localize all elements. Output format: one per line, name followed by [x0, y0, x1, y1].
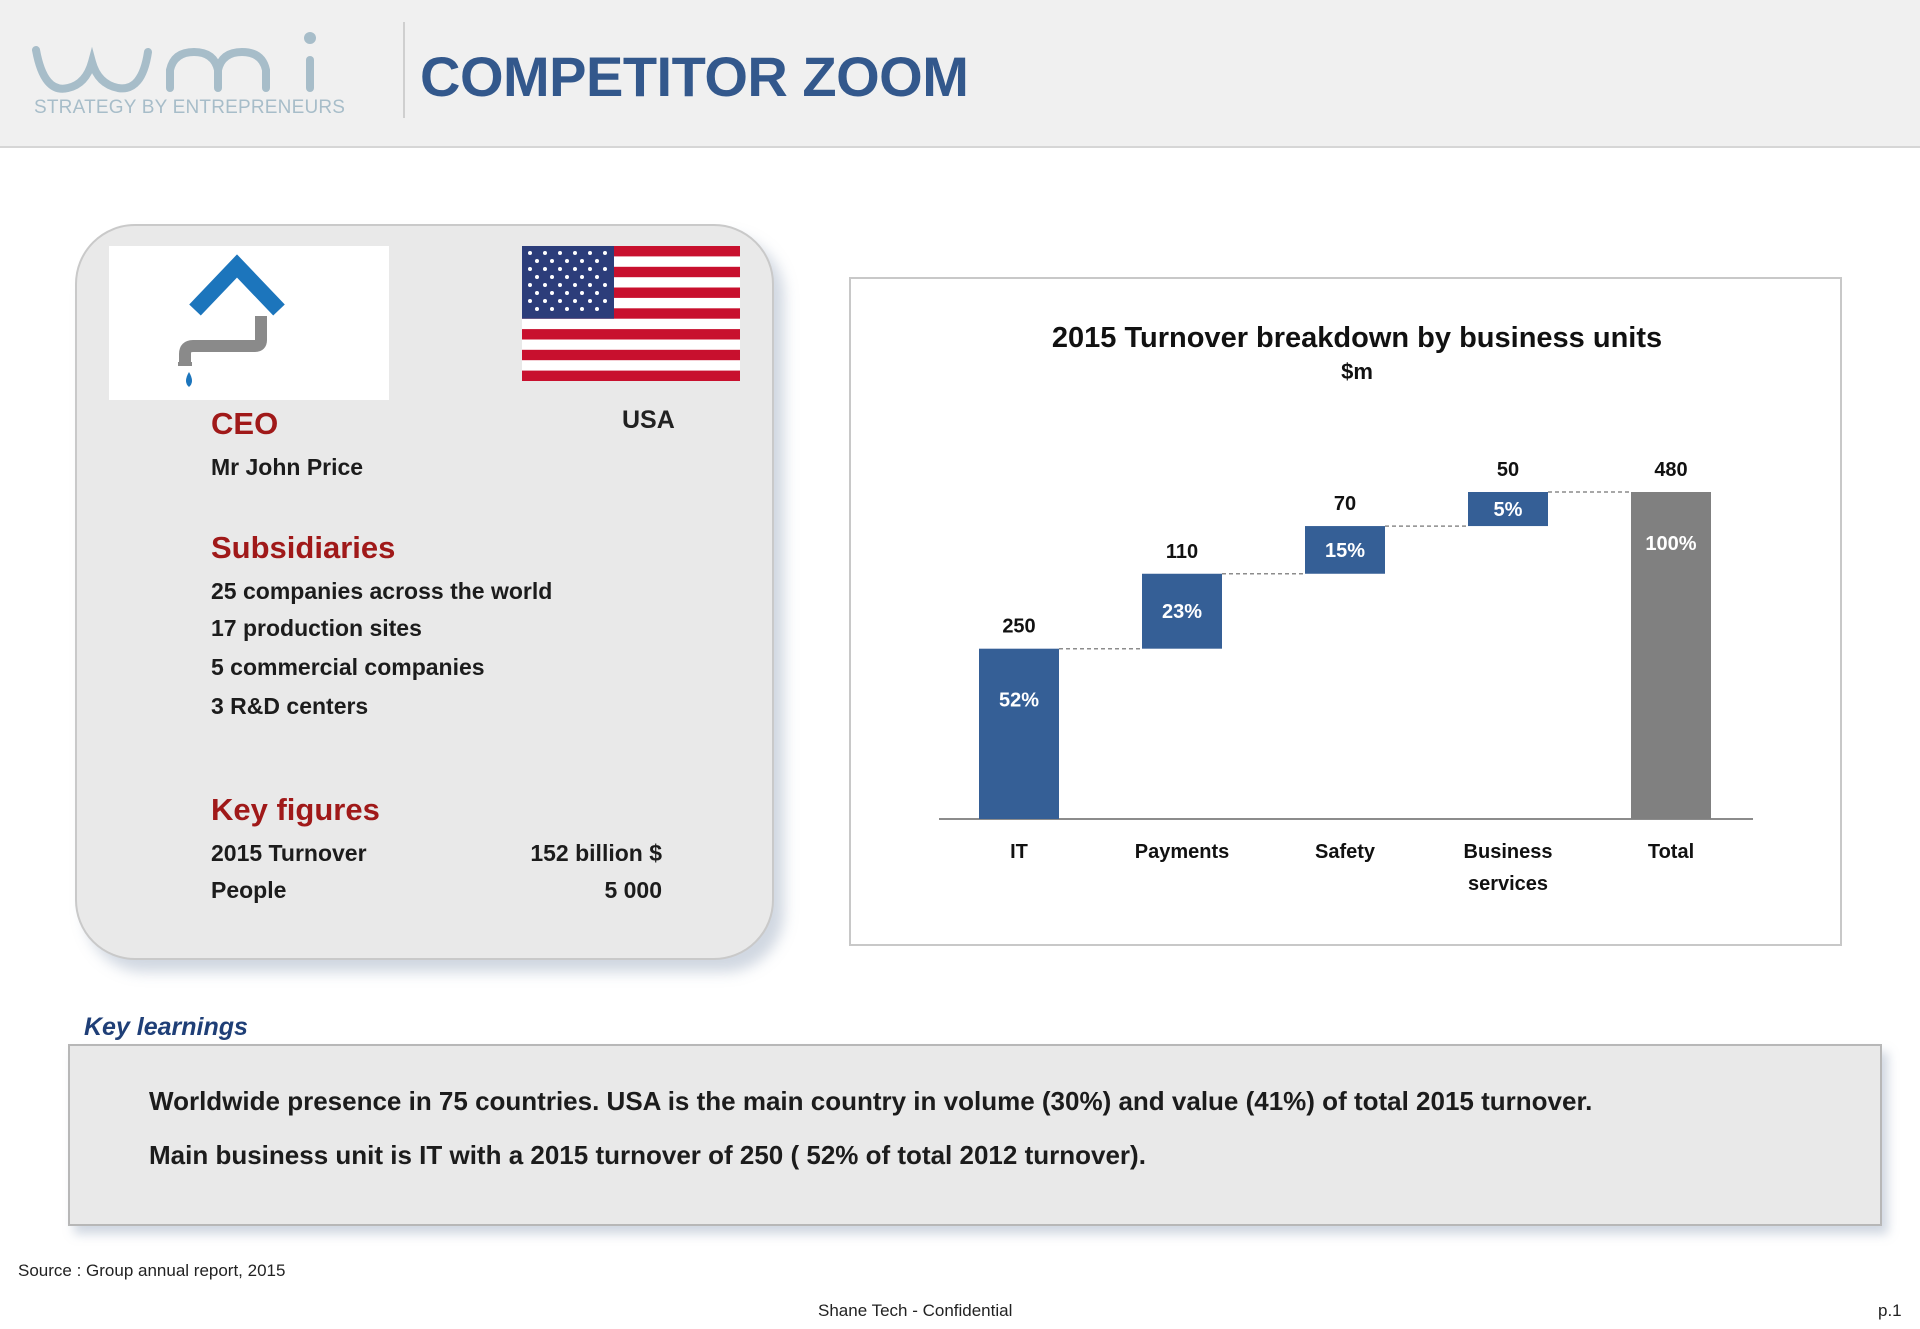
chart-title: 2015 Turnover breakdown by business unit…: [1052, 322, 1662, 354]
slide-header: STRATEGY BY ENTREPRENEURS COMPETITOR ZOO…: [0, 0, 1920, 148]
country-label: USA: [622, 406, 675, 434]
percent-label: 23%: [1162, 601, 1202, 623]
wmi-logo: [30, 22, 330, 122]
logo-tagline: STRATEGY BY ENTREPRENEURS: [34, 97, 346, 118]
ceo-heading: CEO: [211, 406, 279, 441]
header-divider: [403, 22, 405, 118]
category-label: IT: [1010, 841, 1028, 863]
page-number: p.1: [1878, 1301, 1902, 1320]
key-learning-item: Worldwide presence in 75 countries. USA …: [149, 1086, 1593, 1116]
bar: [1142, 573, 1222, 649]
percent-label: 5%: [1494, 499, 1523, 521]
value-label: 250: [1002, 616, 1035, 638]
subsidiary-item: 17 production sites: [211, 615, 422, 641]
category-label: Safety: [1315, 841, 1376, 863]
percent-label: 100%: [1645, 533, 1696, 555]
source-note: Source : Group annual report, 2015: [18, 1261, 286, 1280]
page-title: COMPETITOR ZOOM: [420, 45, 969, 108]
key-figure-value: 5 000: [604, 877, 662, 903]
subsidiary-item: 3 R&D centers: [211, 693, 369, 719]
bar: [979, 648, 1059, 819]
house-faucet-icon: [178, 254, 285, 387]
wmi-logo-mark: [32, 32, 316, 93]
category-label: services: [1468, 873, 1548, 895]
subsidiaries-heading: Subsidiaries: [211, 530, 396, 565]
key-learnings-heading: Key learnings: [84, 1013, 248, 1041]
bar: [1631, 492, 1711, 819]
value-label: 50: [1497, 459, 1519, 481]
value-label: 480: [1654, 459, 1687, 481]
company-profile-card: USA CEO Mr John Price Subsidiaries 25 co…: [75, 224, 774, 960]
key-learning-item: Main business unit is IT with a 2015 tur…: [149, 1140, 1146, 1170]
key-figure-value: 152 billion $: [530, 840, 662, 866]
key-figures-heading: Key figures: [211, 792, 380, 827]
bar: [1468, 492, 1548, 527]
key-learnings-box: Worldwide presence in 75 countries. USA …: [68, 1044, 1882, 1226]
category-label: Total: [1648, 841, 1694, 863]
value-label: 110: [1166, 541, 1198, 563]
waterfall-chart-svg: 2015 Turnover breakdown by business unit…: [939, 322, 1753, 895]
usa-flag-icon: [522, 246, 740, 381]
percent-label: 52%: [999, 690, 1039, 712]
value-label: 70: [1334, 493, 1356, 515]
confidential-footer: Shane Tech - Confidential: [818, 1301, 1013, 1320]
company-logo: [109, 246, 389, 400]
turnover-chart: 2015 Turnover breakdown by business unit…: [849, 277, 1842, 946]
subsidiary-item: 5 commercial companies: [211, 654, 485, 680]
subsidiary-item: 25 companies across the world: [211, 578, 553, 604]
chart-subtitle: $m: [1341, 359, 1373, 384]
key-figure-label: 2015 Turnover: [211, 840, 367, 866]
key-figure-label: People: [211, 877, 287, 903]
percent-label: 15%: [1325, 540, 1365, 562]
category-label: Payments: [1135, 841, 1230, 863]
bar: [1305, 526, 1385, 574]
ceo-name: Mr John Price: [211, 454, 364, 480]
category-label: Business: [1464, 841, 1553, 863]
